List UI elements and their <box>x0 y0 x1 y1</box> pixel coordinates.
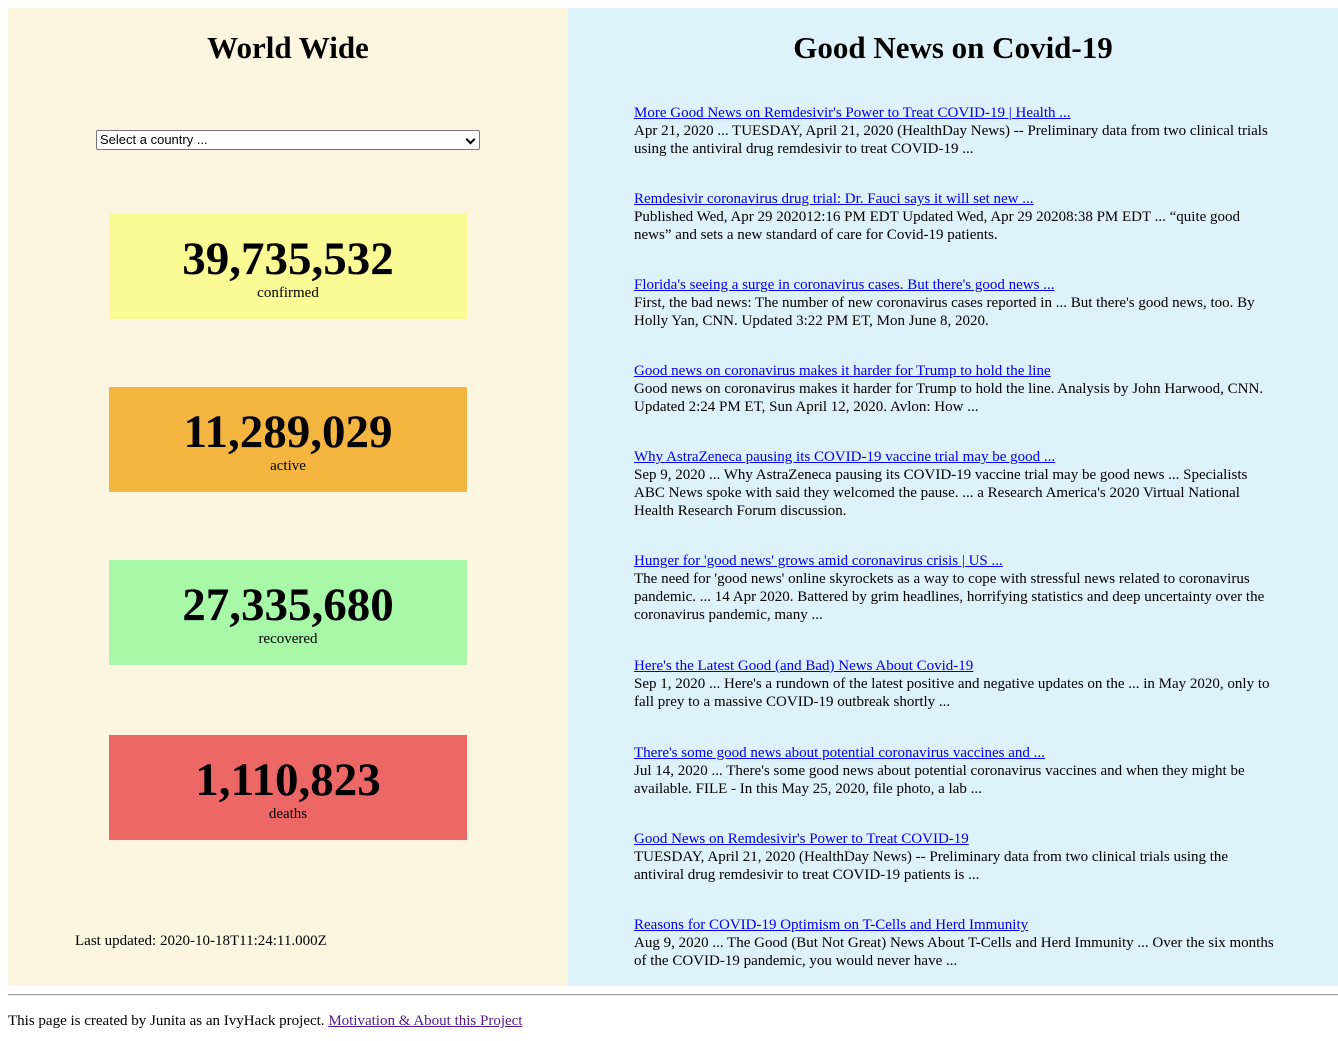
footer-text: This page is created by Junita as an Ivy… <box>8 1013 325 1029</box>
news-item: Reasons for COVID-19 Optimism on T-Cells… <box>634 916 1280 970</box>
news-item: More Good News on Remdesivir's Power to … <box>634 104 1280 158</box>
news-snippet: First, the bad news: The number of new c… <box>634 295 1255 329</box>
country-select[interactable]: Select a country ... <box>96 130 480 150</box>
news-item: Good News on Remdesivir's Power to Treat… <box>634 830 1280 884</box>
about-project-link[interactable]: Motivation & About this Project <box>328 1013 523 1029</box>
deaths-label: deaths <box>268 806 308 822</box>
country-select-value: Select a country ... <box>100 132 208 147</box>
footer-divider <box>8 994 1338 996</box>
news-item: Hunger for 'good news' grows amid corona… <box>634 552 1280 624</box>
news-item: Why AstraZeneca pausing its COVID-19 vac… <box>634 448 1280 520</box>
confirmed-label: confirmed <box>257 285 319 301</box>
news-item: Remdesivir coronavirus drug trial: Dr. F… <box>634 190 1280 244</box>
worldwide-panel: World Wide Select a country ... 39,735,5… <box>8 8 568 986</box>
recovered-label: recovered <box>258 631 318 647</box>
news-link[interactable]: More Good News on Remdesivir's Power to … <box>634 105 1071 121</box>
deaths-stat-card: 1,110,823 deaths <box>109 735 467 840</box>
recovered-count: 27,335,680 <box>182 579 394 631</box>
news-item: Here's the Latest Good (and Bad) News Ab… <box>634 657 1280 711</box>
news-link[interactable]: Good News on Remdesivir's Power to Treat… <box>634 831 969 847</box>
news-snippet: Sep 9, 2020 ... Why AstraZeneca pausing … <box>634 467 1248 519</box>
news-link[interactable]: Florida's seeing a surge in coronavirus … <box>634 277 1055 293</box>
active-count: 11,289,029 <box>183 406 393 458</box>
news-link[interactable]: Hunger for 'good news' grows amid corona… <box>634 553 1003 569</box>
news-snippet: Published Wed, Apr 29 202012:16 PM EDT U… <box>634 209 1241 243</box>
deaths-count: 1,110,823 <box>195 754 381 806</box>
news-link[interactable]: Why AstraZeneca pausing its COVID-19 vac… <box>634 449 1056 465</box>
news-snippet: Sep 1, 2020 ... Here's a rundown of the … <box>634 676 1270 710</box>
confirmed-stat-card: 39,735,532 confirmed <box>109 214 467 319</box>
news-snippet: The need for 'good news' online skyrocke… <box>634 571 1265 623</box>
news-snippet: Aug 9, 2020 ... The Good (But Not Great)… <box>634 935 1274 969</box>
news-snippet: Jul 14, 2020 ... There's some good news … <box>634 763 1245 797</box>
good-news-title: Good News on Covid-19 <box>793 30 1113 65</box>
news-link[interactable]: Remdesivir coronavirus drug trial: Dr. F… <box>634 191 1034 207</box>
news-link[interactable]: Good news on coronavirus makes it harder… <box>634 363 1051 379</box>
recovered-stat-card: 27,335,680 recovered <box>109 560 467 665</box>
footer: This page is created by Junita as an Ivy… <box>8 1012 522 1030</box>
worldwide-title: World Wide <box>207 30 369 65</box>
news-link[interactable]: Here's the Latest Good (and Bad) News Ab… <box>634 658 974 674</box>
news-snippet: Apr 21, 2020 ... TUESDAY, April 21, 2020… <box>634 123 1268 157</box>
news-link[interactable]: Reasons for COVID-19 Optimism on T-Cells… <box>634 917 1029 933</box>
confirmed-count: 39,735,532 <box>182 233 394 285</box>
active-label: active <box>270 458 306 474</box>
news-snippet: TUESDAY, April 21, 2020 (HealthDay News)… <box>634 849 1229 883</box>
news-link[interactable]: There's some good news about potential c… <box>634 745 1045 761</box>
chevron-down-icon <box>465 134 476 145</box>
last-updated: Last updated: 2020-10-18T11:24:11.000Z <box>75 933 327 949</box>
news-item: There's some good news about potential c… <box>634 744 1280 798</box>
news-snippet: Good news on coronavirus makes it harder… <box>634 381 1264 415</box>
news-item: Good news on coronavirus makes it harder… <box>634 362 1280 416</box>
good-news-panel: Good News on Covid-19 More Good News on … <box>568 8 1338 986</box>
news-item: Florida's seeing a surge in coronavirus … <box>634 276 1280 330</box>
active-stat-card: 11,289,029 active <box>109 387 467 492</box>
